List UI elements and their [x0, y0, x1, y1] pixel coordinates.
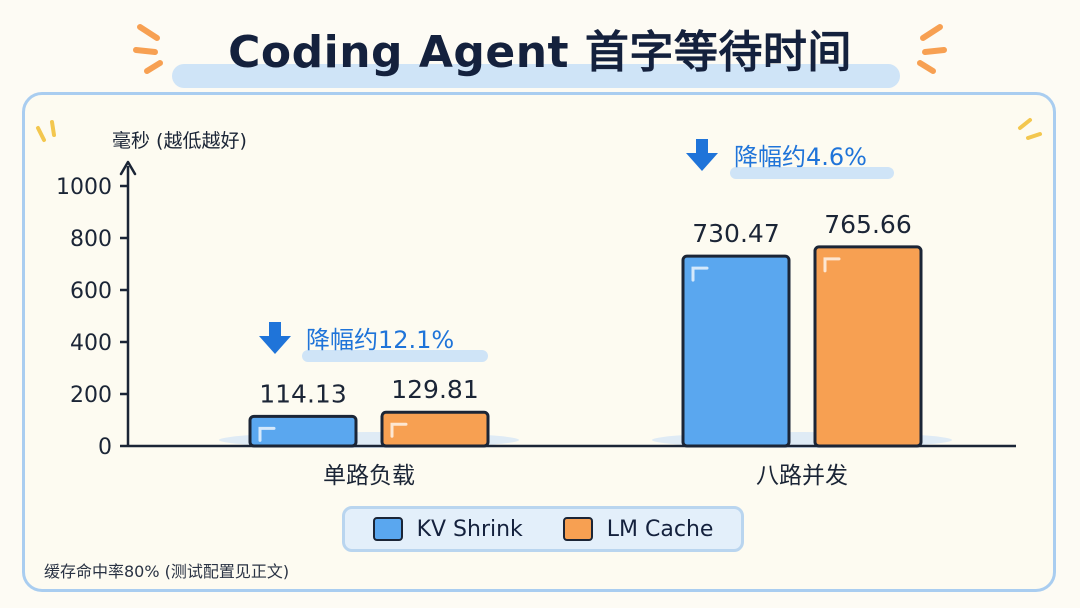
legend-swatch-kv-shrink: [372, 517, 403, 541]
decor-spark: [917, 60, 936, 74]
y-tick-label: 600: [70, 279, 112, 304]
chart-title: Coding Agent 首字等待时间: [228, 27, 852, 78]
legend-label-lm-cache: LM Cache: [606, 516, 714, 542]
x-tick-label: 单路负载: [323, 463, 415, 489]
data-label: 730.47: [692, 219, 779, 248]
decor-spark: [920, 24, 943, 41]
bar-highlight: [823, 257, 841, 273]
bar-kv-shrink-0: [248, 414, 358, 448]
data-label: 114.13: [259, 379, 346, 408]
down-arrow-icon: [686, 139, 718, 171]
bars: [248, 245, 923, 448]
decor-spark: [922, 47, 947, 55]
bar-highlight: [691, 266, 709, 282]
title-highlight: [172, 64, 900, 88]
decor-spark: [144, 60, 163, 74]
y-axis-arrow: [119, 160, 137, 176]
bar-lm-cache-1: [813, 245, 923, 448]
legend-item-kv-shrink: KV Shrink: [372, 516, 523, 542]
title-area: Coding Agent 首字等待时间: [0, 8, 1080, 88]
annotation-label: 降幅约12.1%: [306, 326, 454, 354]
bar-highlight: [258, 426, 276, 442]
down-arrow-icon: [259, 322, 291, 354]
data-label: 765.66: [824, 210, 911, 239]
annotation-highlight: [730, 167, 894, 179]
labels: 毫秒 (越低越好) 0 200 400 600 800 1000 114.13 129.81 单路…: [56, 130, 912, 489]
bar-kv-shrink-1: [681, 254, 791, 448]
annotation-highlight: [302, 350, 488, 362]
bar-highlight: [390, 422, 408, 438]
bar-lm-cache-0: [380, 410, 490, 448]
legend-swatch-lm-cache: [562, 517, 593, 541]
x-tick-label: 八路并发: [756, 463, 848, 489]
decor-spark-yellow: [1018, 118, 1032, 130]
legend: KV Shrink LM Cache: [342, 506, 744, 552]
y-tick-label: 800: [70, 227, 112, 252]
footnote: 缓存命中率80% (测试配置见正文): [44, 562, 290, 581]
annotation-label: 降幅约4.6%: [734, 143, 867, 171]
decor-spark-yellow: [1026, 132, 1042, 140]
y-tick-label: 400: [70, 331, 112, 356]
data-label: 129.81: [391, 375, 478, 404]
decor-spark: [137, 24, 160, 41]
y-tick-label: 0: [98, 435, 112, 460]
legend-label-kv-shrink: KV Shrink: [416, 516, 523, 542]
y-tick-label: 1000: [56, 175, 112, 200]
y-tick-label: 200: [70, 383, 112, 408]
decor-spark-yellow: [36, 126, 46, 142]
decor-spark-yellow: [50, 120, 56, 137]
y-axis-label: 毫秒 (越低越好): [112, 130, 247, 152]
legend-item-lm-cache: LM Cache: [562, 516, 714, 542]
decor-spark: [133, 47, 158, 55]
